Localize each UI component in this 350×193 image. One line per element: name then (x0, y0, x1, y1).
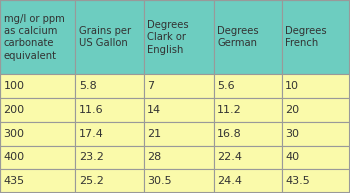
Text: 30.5: 30.5 (147, 176, 172, 186)
Text: 23.2: 23.2 (79, 152, 104, 162)
Text: 14: 14 (147, 105, 161, 115)
Bar (144, 74, 214, 98)
Bar (75, 0, 144, 74)
Text: 5.6: 5.6 (217, 81, 234, 91)
Bar (144, 169, 214, 193)
Bar (282, 0, 350, 74)
Text: Degrees
French: Degrees French (285, 26, 327, 48)
Text: 11.6: 11.6 (79, 105, 103, 115)
Text: 200: 200 (4, 105, 24, 115)
Bar (0, 98, 75, 122)
Bar (75, 122, 144, 146)
Bar (75, 169, 144, 193)
Bar (0, 169, 75, 193)
Bar (282, 169, 350, 193)
Bar (214, 74, 282, 98)
Text: mg/l or ppm
as calcium
carbonate
equivalent: mg/l or ppm as calcium carbonate equival… (4, 14, 64, 61)
Bar (75, 74, 144, 98)
Bar (214, 122, 282, 146)
Text: 20: 20 (285, 105, 299, 115)
Bar (144, 146, 214, 169)
Text: Degrees
German: Degrees German (217, 26, 259, 48)
Text: 16.8: 16.8 (217, 129, 242, 139)
Bar (75, 98, 144, 122)
Text: 22.4: 22.4 (217, 152, 242, 162)
Bar (0, 122, 75, 146)
Text: 24.4: 24.4 (217, 176, 242, 186)
Text: 435: 435 (4, 176, 24, 186)
Text: 11.2: 11.2 (217, 105, 242, 115)
Text: 30: 30 (285, 129, 299, 139)
Text: 300: 300 (4, 129, 24, 139)
Bar (282, 74, 350, 98)
Text: 43.5: 43.5 (285, 176, 310, 186)
Bar (144, 0, 214, 74)
Text: 5.8: 5.8 (79, 81, 97, 91)
Bar (75, 146, 144, 169)
Bar (282, 146, 350, 169)
Text: 40: 40 (285, 152, 299, 162)
Bar (214, 146, 282, 169)
Text: 25.2: 25.2 (79, 176, 104, 186)
Text: 21: 21 (147, 129, 161, 139)
Bar (0, 74, 75, 98)
Bar (144, 98, 214, 122)
Text: 100: 100 (4, 81, 24, 91)
Bar (282, 98, 350, 122)
Text: 7: 7 (147, 81, 154, 91)
Bar (282, 122, 350, 146)
Text: Grains per
US Gallon: Grains per US Gallon (79, 26, 131, 48)
Bar (214, 0, 282, 74)
Bar (0, 146, 75, 169)
Bar (0, 0, 75, 74)
Text: 17.4: 17.4 (79, 129, 104, 139)
Text: Degrees
Clark or
English: Degrees Clark or English (147, 20, 189, 55)
Text: 28: 28 (147, 152, 161, 162)
Bar (214, 98, 282, 122)
Text: 10: 10 (285, 81, 299, 91)
Bar (214, 169, 282, 193)
Bar (144, 122, 214, 146)
Text: 400: 400 (4, 152, 24, 162)
